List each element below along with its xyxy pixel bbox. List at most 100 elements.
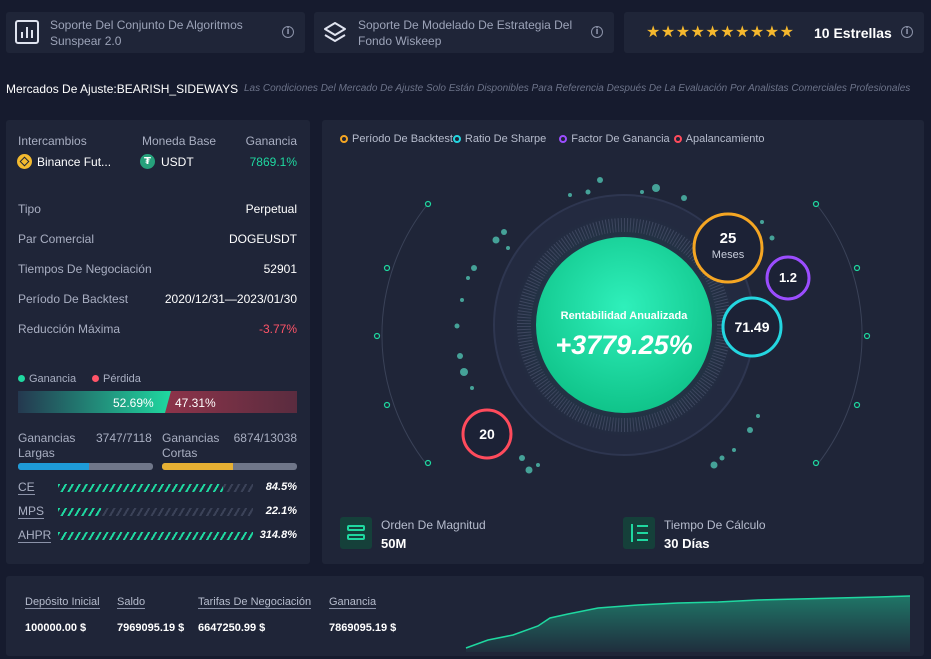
metric-label: CE [18, 480, 35, 495]
long-label: Ganancias Largas [18, 431, 76, 460]
star-icon: ★ [779, 22, 795, 41]
wiskeep-card: Soporte De Modelado De Estrategia Del Fo… [314, 12, 614, 53]
long-bar-fill [18, 463, 89, 470]
loss-pct: 47.31% [175, 396, 216, 410]
star-icon: ★ [646, 22, 661, 41]
info-row-value: Perpetual [245, 202, 297, 216]
metric-label: MPS [18, 504, 45, 519]
balance-label: Saldo [117, 596, 146, 609]
net-profit-value: 7869095.19 $ [329, 622, 397, 634]
magnitude-value: 50M [381, 536, 407, 551]
long-bar [18, 463, 153, 470]
info-icon[interactable]: i [591, 26, 603, 38]
legend-dot-icon [340, 135, 348, 143]
info-row-label: Tipo [18, 202, 41, 216]
legend-label: Ratio De Sharpe [464, 133, 547, 145]
sunspear-label: Soporte Del Conjunto De Algoritmos Sunsp… [50, 18, 243, 48]
fees-label: Tarifas De Negociación [198, 596, 312, 609]
metric-track [58, 532, 253, 540]
star-icon: ★ [720, 22, 736, 41]
legend-item: Ratio De Sharpe [452, 133, 547, 145]
info-row-label: Reducción Máxima [18, 322, 121, 336]
info-row-label: Tiempos De Negociación [18, 262, 152, 276]
exchange-name: Binance Fut... [37, 155, 112, 169]
chart-icon [15, 20, 39, 44]
months-value: 25 [719, 230, 737, 247]
market-label: Mercados De Ajuste:BEARISH_SIDEWAYS [6, 82, 239, 96]
layers-icon [324, 22, 346, 42]
rating-card: ★★★★★★★★★★ 10 Estrellas i [624, 12, 924, 53]
long-value: 3747/7118 [96, 431, 152, 445]
summary-panel: Depósito Inicial 100000.00 $ Saldo 79690… [6, 576, 924, 656]
profit-value: 7869.1% [249, 155, 297, 169]
fees-value: 6647250.99 $ [198, 622, 266, 634]
legend-item: Período De Backtest [340, 133, 453, 145]
gain-pct: 52.69% [113, 396, 154, 410]
deposit-value: 100000.00 $ [25, 622, 87, 634]
star-icon: ★ [749, 22, 765, 41]
calc-time-value: 30 Días [664, 536, 710, 551]
star-rating: ★★★★★★★★★★ [646, 23, 794, 41]
legend-label: Apalancamiento [685, 133, 765, 145]
metric-track [58, 508, 253, 516]
gain-legend-label: Ganancia [29, 373, 77, 385]
loss-legend-label: Pérdida [103, 373, 141, 385]
base-head: Moneda Base [142, 134, 217, 148]
gain-bar-fill [18, 391, 171, 413]
info-row-value: 52901 [263, 262, 297, 276]
chart-legend: Período De Backtest Ratio De Sharpe Factor… [340, 133, 769, 145]
legend-label: Período De Backtest [352, 133, 453, 145]
short-bar-fill [162, 463, 234, 470]
equity-curve [465, 595, 911, 652]
annualized-value: +3779.25% [555, 330, 693, 360]
metric-value: 84.5% [265, 481, 297, 493]
info-icon[interactable]: i [901, 26, 913, 38]
info-row-value: DOGEUSDT [228, 232, 297, 246]
legend-dot-icon [673, 135, 682, 143]
annualized-title: Rentabilidad Anualizada [560, 310, 688, 322]
net-profit-label: Ganancia [329, 596, 377, 609]
loss-dot [92, 375, 99, 382]
metric-fill [58, 484, 223, 492]
deposit-label: Depósito Inicial [25, 596, 100, 609]
market-note: Las Condiciones Del Mercado De Ajuste So… [244, 83, 911, 94]
profit-head: Ganancia [245, 134, 297, 148]
gain-dot [18, 375, 25, 382]
metric-fill [58, 532, 253, 540]
sharpe-value: 71.49 [734, 319, 770, 335]
info-row-label: Período De Backtest [18, 292, 129, 306]
loss-legend: Pérdida [92, 373, 141, 385]
star-icon: ★ [660, 22, 676, 41]
gain-legend: Ganancia [18, 373, 76, 385]
legend-dot-icon [452, 135, 461, 143]
calc-time-icon [623, 517, 655, 549]
orbit-graphic [373, 177, 871, 474]
months-unit: Meses [711, 249, 745, 261]
calc-time-label: Tiempo De Cálculo [664, 518, 766, 532]
wiskeep-label: Soporte De Modelado De Estrategia Del Fo… [358, 18, 573, 48]
star-icon: ★ [735, 22, 750, 41]
legend-dot-icon [559, 135, 568, 143]
metric-label: AHPR [18, 528, 52, 543]
gain-loss-bar: 52.69% 47.31% [18, 391, 297, 413]
metric-value: 314.8% [259, 529, 297, 541]
metric-fill [58, 508, 102, 516]
profit-factor-value: 1.2 [778, 270, 798, 285]
metric-track [58, 484, 253, 492]
balance-value: 7969095.19 $ [117, 622, 185, 634]
performance-panel: Período De Backtest Ratio De Sharpe Factor… [322, 120, 924, 564]
info-icon[interactable]: i [282, 26, 294, 38]
exchange-head: Intercambios [18, 134, 87, 148]
metric-value: 22.1% [265, 505, 297, 517]
base-name: USDT [161, 155, 194, 169]
short-value: 6874/13038 [233, 431, 297, 445]
usdt-icon: ₮ [140, 154, 155, 169]
leverage-value: 20 [479, 426, 495, 442]
binance-icon [17, 154, 32, 169]
short-label: Ganancias Cortas [162, 431, 220, 460]
info-row-value: 2020/12/31—2023/01/30 [164, 292, 297, 306]
magnitude-label: Orden De Magnitud [381, 518, 486, 532]
short-bar [162, 463, 297, 470]
star-icon: ★ [705, 22, 721, 41]
info-row-value: -3.77% [258, 322, 297, 336]
